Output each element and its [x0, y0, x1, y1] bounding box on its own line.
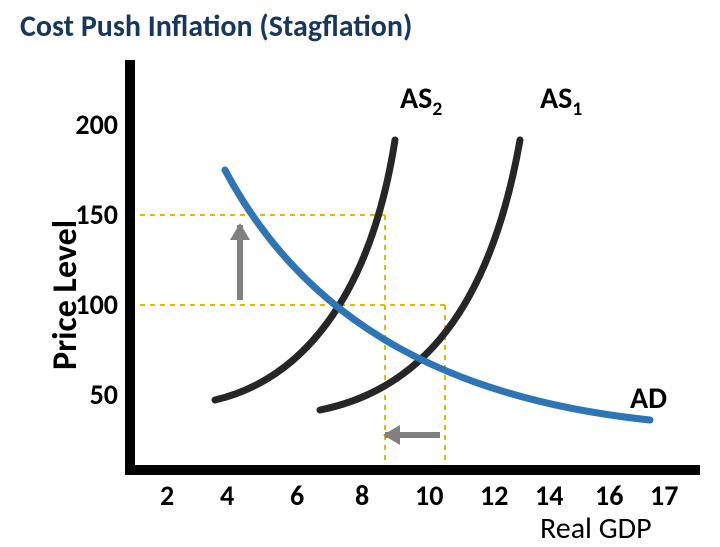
x-tick-label: 16 — [595, 478, 623, 513]
chart-svg — [0, 0, 720, 540]
ad-label: AD — [630, 380, 667, 417]
x-tick-label: 8 — [355, 478, 369, 513]
x-tick-label: 12 — [480, 478, 508, 513]
x-tick-label: 6 — [290, 478, 304, 513]
x-axis-title: Real GDP — [540, 510, 652, 547]
y-tick-label: 100 — [75, 287, 118, 322]
x-tick-label: 2 — [160, 478, 174, 513]
x-tick-label: 17 — [650, 478, 678, 513]
y-tick-label: 200 — [75, 107, 118, 142]
as2-label: AS2 — [400, 80, 442, 121]
x-tick-label: 4 — [220, 478, 234, 513]
x-tick-label: 14 — [535, 478, 563, 513]
x-tick-label: 10 — [415, 478, 443, 513]
chart-container: Cost Push Inflation (Stagflation) Price … — [0, 0, 720, 540]
y-tick-label: 150 — [75, 197, 118, 232]
y-tick-label: 50 — [90, 377, 118, 412]
as1-label: AS1 — [540, 80, 582, 121]
